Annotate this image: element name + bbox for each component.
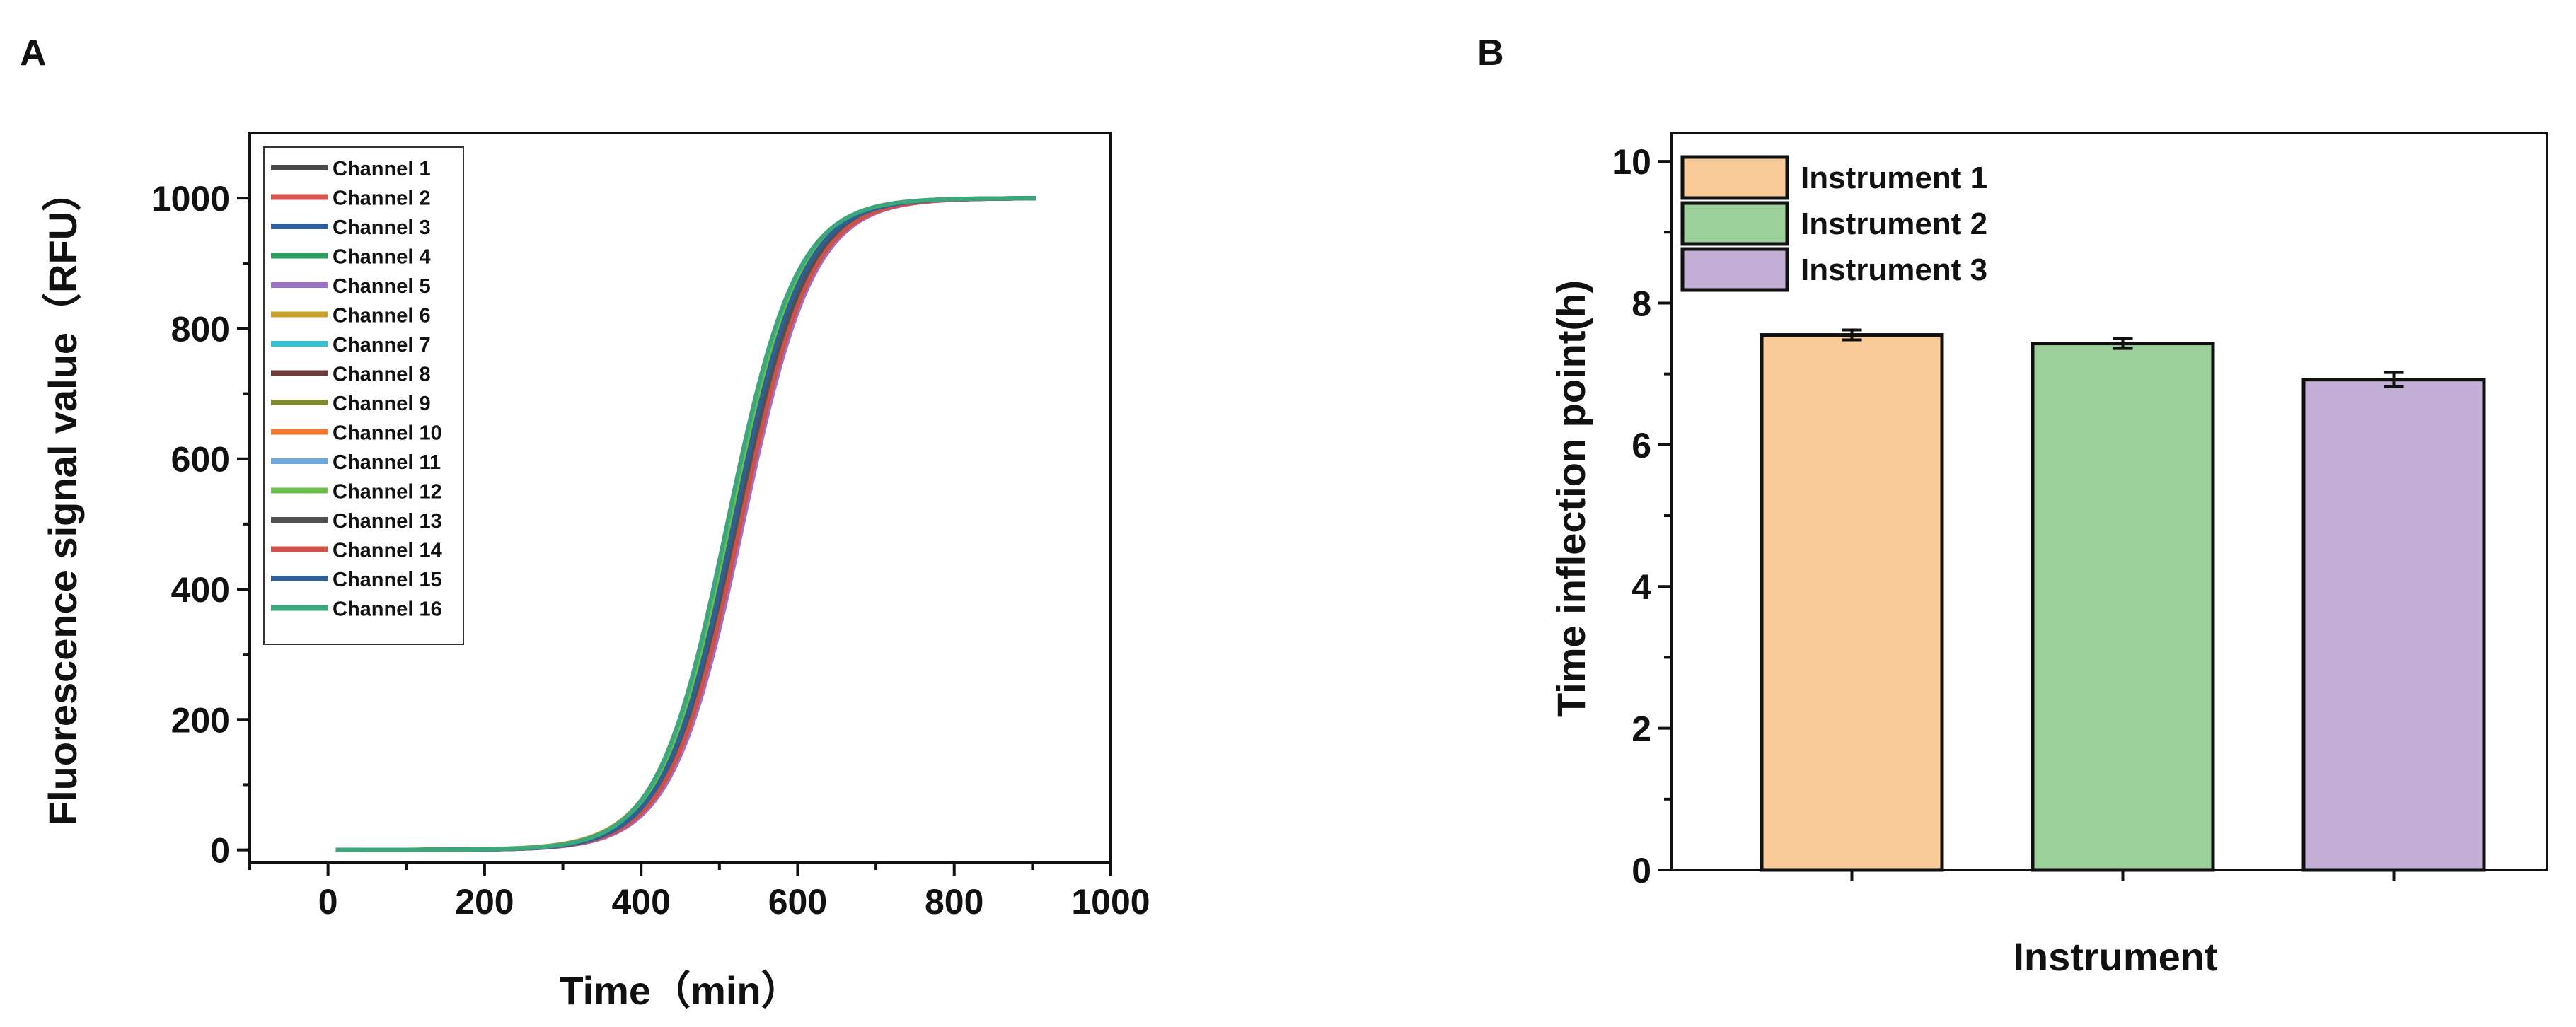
legend-label-7: Channel 7 [333,334,431,356]
panel-label-b: B [1477,33,1504,74]
panel-a-x-axis-label: Time（min） [559,968,800,1013]
x-tick-label: 800 [925,882,983,922]
x-tick-label: 200 [455,882,514,922]
legend-label-1: Channel 1 [333,158,431,180]
legend-label-13: Channel 13 [333,510,442,533]
bar-3 [2301,378,2486,872]
panel-b-legend: Instrument 1 Instrument 2 Instrument 3 [1680,155,1987,292]
panel-b-y-axis-label: Time inflection point(h) [1549,280,1593,717]
series-line-16 [335,196,1036,852]
legend-label-12: Channel 12 [333,481,442,504]
legend-swatch-2 [1680,201,1789,246]
y-tick-label: 1000 [151,179,230,219]
legend-label-9: Channel 9 [333,393,431,415]
y-tick-label: 200 [171,700,230,740]
y-tick-label: 10 [1612,142,1651,182]
panel-a-x-ticks: 0 200 400 600 800 1000 [248,863,1150,922]
legend-box [263,146,464,645]
x-tick-label: 1000 [1071,882,1150,922]
y-tick-label: 400 [171,570,230,610]
y-tick-label: 2 [1631,709,1651,749]
panel-b-x-axis-label: Instrument [2013,934,2217,979]
y-tick-label: 600 [171,440,230,480]
legend-label-3: Channel 3 [333,216,431,239]
y-tick-label: 0 [1631,851,1651,890]
panel-b-bars [1760,328,2486,881]
x-tick-label: 0 [318,882,338,922]
legend-label-2: Channel 2 [333,187,431,210]
legend-label-1: Instrument 1 [1801,161,1987,195]
panel-a-plot-frame [248,132,1112,864]
x-tick-label: 400 [611,882,670,922]
bar-2 [2031,342,2215,872]
y-tick-label: 800 [171,309,230,349]
panel-a-y-ticks: 0 200 400 600 800 1000 [151,179,250,871]
y-tick-label: 4 [1631,567,1651,607]
panel-b-y-ticks: 0 2 4 6 8 10 [1612,142,1671,890]
x-tick-label: 600 [768,882,827,922]
panel-label-a: A [20,33,47,74]
y-tick-label: 6 [1631,426,1651,465]
legend-label-15: Channel 15 [333,569,442,591]
legend-label-4: Channel 4 [333,246,431,269]
bar-1 [1760,333,1944,872]
legend-label-5: Channel 5 [333,275,431,298]
legend-label-11: Channel 11 [333,451,441,474]
legend-label-10: Channel 10 [333,422,442,445]
panel-a-legend: Channel 1 Channel 2 Channel 3 Channel 4 Chan… [263,146,464,645]
y-tick-label: 0 [210,831,230,871]
panel-b-plot-frame [1670,132,2548,871]
legend-label-14: Channel 14 [333,540,442,562]
panel-a-chart: 0 200 400 600 800 1000 0 200 400 600 800 1000 Chan… [40,132,1150,1013]
legend-swatch-1 [1680,155,1789,200]
y-tick-label: 8 [1631,284,1651,323]
legend-label-16: Channel 16 [333,598,442,621]
legend-swatch-3 [1680,247,1789,292]
panel-a-y-axis-label: Fluorescence signal value（RFU） [40,172,85,825]
panel-a-series-lines [335,196,1036,852]
legend-label-3: Instrument 3 [1801,253,1987,287]
legend-label-2: Instrument 2 [1801,207,1987,241]
legend-label-8: Channel 8 [333,364,431,386]
legend-label-6: Channel 6 [333,305,431,327]
